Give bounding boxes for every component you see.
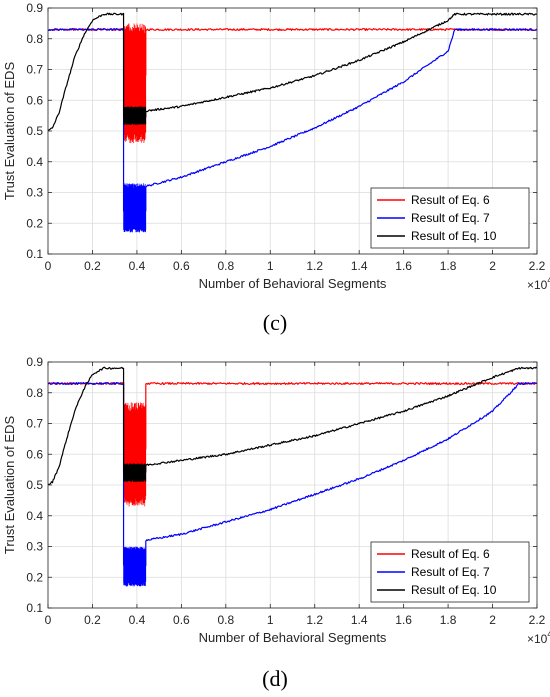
- x-tick-label: 1: [267, 613, 274, 627]
- y-axis-label: Trust Evaluation of EDS: [2, 62, 17, 201]
- series-line: [48, 382, 537, 450]
- series-line: [48, 382, 537, 567]
- series-3: [48, 12, 537, 131]
- series-3: [48, 366, 537, 485]
- x-tick-label: 0.6: [173, 259, 190, 273]
- x-tick-label: 1.2: [306, 259, 323, 273]
- y-tick-label: 0.2: [26, 216, 43, 230]
- x-tick-label: 0.8: [217, 259, 234, 273]
- ticks: 0 0.2 0.4 0.6 0.8 1 1.2 1.4 1.6 1.8 2 2.2 0.1 0.2 0.3 0…: [26, 355, 545, 627]
- x-tick-label: 2.2: [529, 613, 546, 627]
- series-group: [48, 366, 537, 587]
- y-tick-label: 0.8: [26, 386, 43, 400]
- panel-label: (d): [262, 666, 288, 691]
- x-tick-label: 1.4: [351, 613, 368, 627]
- x-tick-label: 0.4: [129, 613, 146, 627]
- x-tick-label: 0.8: [217, 613, 234, 627]
- x-tick-label: 1.8: [440, 259, 457, 273]
- x-exponent-label: ×104: [527, 275, 550, 292]
- legend-entry: Result of Eq. 7: [411, 565, 490, 579]
- legend-entry: Result of Eq. 10: [411, 583, 497, 597]
- x-tick-label: 0.6: [173, 613, 190, 627]
- y-tick-label: 0.7: [26, 63, 43, 77]
- series-oscillation: [123, 463, 147, 482]
- series-oscillation: [123, 546, 147, 587]
- y-tick-label: 0.1: [26, 601, 43, 615]
- series-2: [48, 28, 537, 233]
- series-group: [48, 12, 537, 233]
- panel-label: (c): [263, 310, 287, 335]
- x-tick-label: 0: [45, 259, 52, 273]
- x-tick-label: 0.2: [84, 613, 101, 627]
- ticks: 0 0.2 0.4 0.6 0.8 1 1.2 1.4 1.6 1.8 2 2.2 0.1 0.2 0.3 0…: [26, 1, 545, 273]
- chart-panel-2: 0 0.2 0.4 0.6 0.8 1 1.2 1.4 1.6 1.8 2 2.2 0.1 0.2 0.3 0…: [2, 355, 550, 691]
- legend-entry: Result of Eq. 7: [411, 211, 490, 225]
- y-tick-label: 0.1: [26, 247, 43, 261]
- x-tick-label: 1.6: [395, 259, 412, 273]
- x-tick-label: 2: [489, 259, 496, 273]
- series-1: [48, 23, 537, 144]
- y-tick-label: 0.4: [26, 155, 43, 169]
- series-line: [48, 28, 537, 212]
- x-tick-label: 0.2: [84, 259, 101, 273]
- x-tick-label: 0: [45, 613, 52, 627]
- x-tick-label: 1.6: [395, 613, 412, 627]
- legend: Result of Eq. 6 Result of Eq. 7 Result of …: [370, 187, 530, 249]
- y-axis-label: Trust Evaluation of EDS: [2, 416, 17, 555]
- x-tick-label: 1: [267, 259, 274, 273]
- series-line: [48, 366, 537, 485]
- y-tick-label: 0.5: [26, 478, 43, 492]
- y-tick-label: 0.6: [26, 447, 43, 461]
- series-line: [48, 28, 537, 77]
- chart-panel-1: 0 0.2 0.4 0.6 0.8 1 1.2 1.4 1.6 1.8 2 2.2 0.1 0.2 0.3 0…: [2, 1, 550, 335]
- series-oscillation: [123, 106, 147, 125]
- series-2: [48, 382, 537, 587]
- series-1: [48, 382, 537, 507]
- y-tick-label: 0.2: [26, 570, 43, 584]
- y-tick-label: 0.9: [26, 1, 43, 15]
- y-tick-label: 0.7: [26, 417, 43, 431]
- y-tick-label: 0.6: [26, 93, 43, 107]
- x-tick-label: 2.2: [529, 259, 546, 273]
- y-tick-label: 0.9: [26, 355, 43, 369]
- series-oscillation: [123, 23, 147, 144]
- x-tick-label: 1.8: [440, 613, 457, 627]
- x-tick-label: 1.4: [351, 259, 368, 273]
- y-tick-label: 0.3: [26, 186, 43, 200]
- x-axis-label: Number of Behavioral Segments: [199, 630, 387, 645]
- legend: Result of Eq. 6 Result of Eq. 7 Result of …: [370, 541, 530, 603]
- x-tick-label: 0.4: [129, 259, 146, 273]
- y-tick-label: 0.3: [26, 540, 43, 554]
- x-axis-label: Number of Behavioral Segments: [199, 276, 387, 291]
- legend-entry: Result of Eq. 6: [411, 193, 490, 207]
- x-exponent-label: ×104: [527, 629, 550, 646]
- legend-entry: Result of Eq. 10: [411, 229, 497, 243]
- series-oscillation: [123, 402, 147, 507]
- series-line: [48, 12, 537, 131]
- y-tick-label: 0.5: [26, 124, 43, 138]
- x-tick-label: 2: [489, 613, 496, 627]
- y-tick-label: 0.8: [26, 32, 43, 46]
- x-tick-label: 1.2: [306, 613, 323, 627]
- legend-entry: Result of Eq. 6: [411, 547, 490, 561]
- y-tick-label: 0.4: [26, 509, 43, 523]
- series-oscillation: [123, 183, 147, 233]
